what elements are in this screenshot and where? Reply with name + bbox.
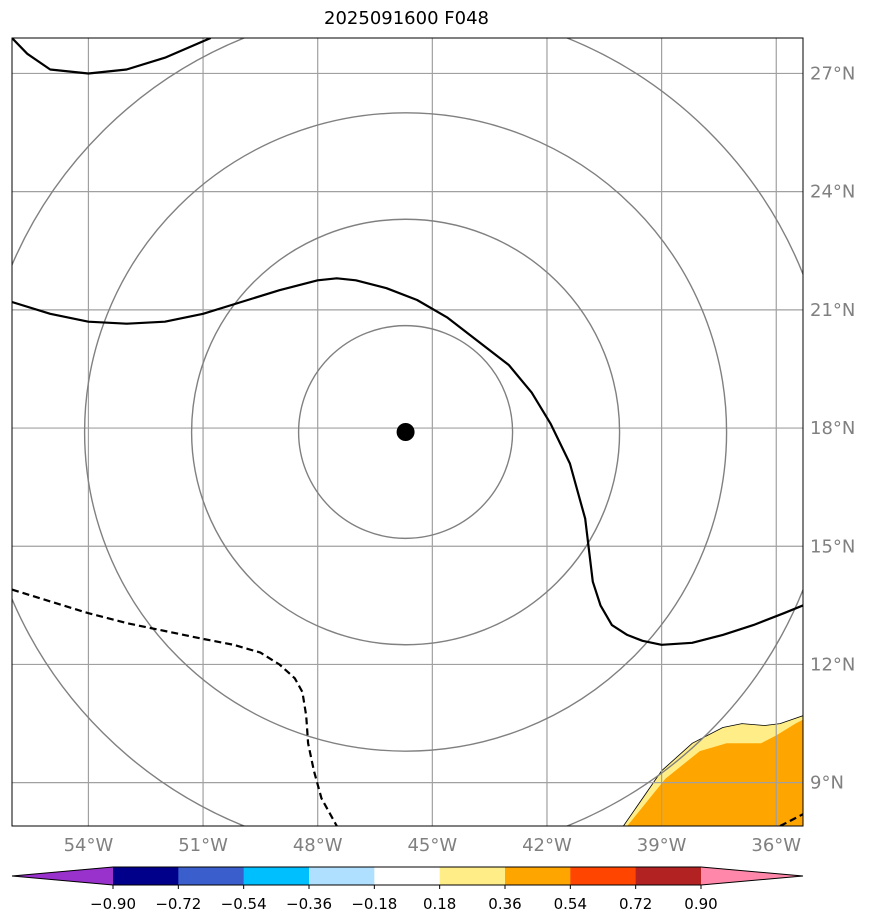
colorbar-swatch <box>570 867 637 885</box>
lat-tick-label: 24°N <box>810 182 855 203</box>
colorbar-swatch <box>439 867 506 885</box>
contour-dashed <box>779 813 803 826</box>
colorbar-swatch <box>243 867 310 885</box>
colorbar-tick-label: −0.54 <box>221 895 267 913</box>
colorbar-tick-label: −0.36 <box>286 895 332 913</box>
shaded-region <box>627 719 803 826</box>
range-ring <box>83 112 728 752</box>
lon-tick-label: 45°W <box>407 835 457 856</box>
lon-tick-label: 36°W <box>751 835 801 856</box>
lon-tick-label: 51°W <box>178 835 228 856</box>
lon-tick-label: 42°W <box>522 835 572 856</box>
lat-tick-label: 27°N <box>810 63 855 84</box>
colorbar-swatch <box>309 867 375 885</box>
lon-tick-label: 54°W <box>64 835 114 856</box>
colorbar-tick-label: 0.36 <box>488 895 521 913</box>
colorbar-swatch <box>635 867 702 885</box>
colorbar-tick-label: 0.54 <box>554 895 587 913</box>
lat-tick-label: 15°N <box>810 536 855 557</box>
contour-dashed <box>12 588 338 826</box>
colorbar-swatch <box>113 867 179 885</box>
lat-tick-label: 9°N <box>810 773 844 794</box>
colorbar-tick-label: 0.90 <box>684 895 717 913</box>
plot-frame <box>11 37 804 827</box>
lon-tick-label: 39°W <box>637 835 687 856</box>
lat-tick-label: 12°N <box>810 654 855 675</box>
colorbar-tick-label: −0.72 <box>155 895 201 913</box>
colorbar-swatch <box>374 867 441 885</box>
lon-tick-label: 48°W <box>293 835 343 856</box>
colorbar-swatch <box>178 867 245 885</box>
colorbar-tick-label: 0.72 <box>619 895 652 913</box>
colorbar-tick-label: −0.18 <box>351 895 397 913</box>
colorbar-tick-label: −0.90 <box>90 895 136 913</box>
colorbar-swatch <box>505 867 571 885</box>
colorbar-tick-label: 0.18 <box>423 895 456 913</box>
colorbar-extend-high <box>701 867 803 885</box>
lat-tick-label: 21°N <box>810 300 855 321</box>
range-ring <box>297 324 514 540</box>
chart-title: 2025091600 F048 <box>324 8 489 29</box>
colorbar-extend-low <box>12 867 113 885</box>
contour-solid <box>12 38 212 75</box>
range-ring <box>12 38 803 826</box>
storm-center-marker <box>396 423 415 441</box>
contour-solid <box>12 277 803 646</box>
lat-tick-label: 18°N <box>810 418 855 439</box>
range-ring <box>190 218 621 646</box>
